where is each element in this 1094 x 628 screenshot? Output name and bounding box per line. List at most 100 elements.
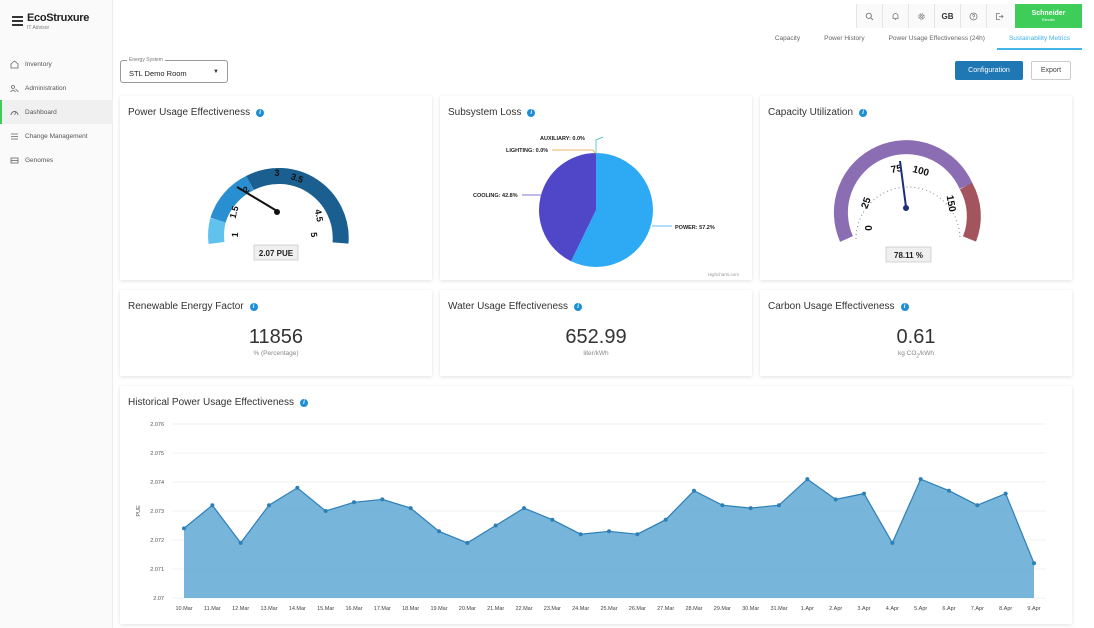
data-point[interactable]	[210, 503, 215, 508]
y-tick-label: 2.074	[150, 480, 164, 486]
card-title: Capacity Utilization	[768, 107, 854, 118]
logo[interactable]: EcoStruxure IT Advisor	[12, 12, 89, 31]
data-point[interactable]	[692, 488, 696, 493]
renewable-energy-value: 11856	[248, 326, 304, 348]
data-point[interactable]	[777, 503, 781, 508]
tab-pue-24h[interactable]: Power Usage Effectiveness (24h)	[888, 35, 985, 42]
x-tick-label: 4.Apr	[886, 606, 899, 612]
info-icon[interactable]: i	[527, 108, 536, 117]
data-point[interactable]	[890, 540, 895, 545]
x-tick-label: 28.Mar	[685, 606, 702, 612]
data-point[interactable]	[862, 491, 866, 496]
x-tick-label: 30.Mar	[742, 606, 759, 612]
data-point[interactable]	[1032, 561, 1036, 566]
logo-subtitle: IT Advisor	[27, 25, 50, 31]
water-usage-card: Water Usage Effectiveness i 652.99 liter/…	[440, 290, 752, 376]
data-point[interactable]	[380, 497, 385, 502]
pie-label-auxiliary: AUXILIARY: 0.0%	[540, 136, 585, 142]
data-point[interactable]	[947, 488, 951, 493]
gauge-tick-label: 5	[309, 232, 319, 238]
data-point[interactable]	[267, 503, 271, 508]
sidebar-item-change-management[interactable]: Change Management	[0, 124, 113, 148]
tab-power-history[interactable]: Power History	[824, 35, 865, 42]
x-tick-label: 20.Mar	[459, 606, 476, 612]
highcharts-credit[interactable]: Highcharts.com	[708, 272, 740, 277]
info-icon[interactable]: i	[249, 302, 258, 311]
data-point[interactable]	[833, 497, 838, 502]
data-point[interactable]	[437, 529, 441, 534]
x-tick-label: 24.Mar	[572, 606, 589, 612]
info-icon[interactable]: i	[300, 398, 308, 407]
data-point[interactable]	[635, 532, 640, 537]
partner-logo-subtext: Electric	[1041, 17, 1056, 22]
data-point[interactable]	[493, 523, 498, 528]
sidebar-item-genomes[interactable]: Genomes	[0, 148, 113, 172]
data-point[interactable]	[352, 500, 356, 505]
data-point[interactable]	[182, 526, 186, 531]
data-point[interactable]	[323, 509, 328, 513]
x-tick-label: 3.Apr	[857, 606, 870, 612]
user-initials-button[interactable]: GB	[934, 4, 960, 28]
x-tick-label: 11.Mar	[204, 606, 221, 612]
data-point[interactable]	[1003, 491, 1008, 496]
data-point[interactable]	[465, 540, 470, 545]
gauge-tick-label: 3	[274, 168, 279, 178]
settings-button[interactable]	[908, 4, 934, 28]
data-point[interactable]	[408, 506, 413, 511]
y-tick-label: 2.076	[150, 422, 164, 428]
partner-logo-text: Schneider	[1031, 10, 1066, 17]
x-tick-label: 21.Mar	[487, 606, 504, 612]
card-title: Historical Power Usage Effectiveness	[128, 397, 294, 408]
info-icon[interactable]: i	[574, 302, 583, 311]
data-point[interactable]	[578, 532, 583, 537]
x-tick-label: 18.Mar	[402, 606, 419, 612]
data-point[interactable]	[720, 503, 725, 508]
x-tick-label: 2.Apr	[829, 606, 842, 612]
tab-capacity[interactable]: Capacity	[774, 35, 801, 42]
sidebar-item-administration[interactable]: Administration	[0, 76, 113, 100]
energy-system-select[interactable]: Energy System STL Demo Room ▼	[120, 57, 228, 83]
pue-value-label: 2.07 PUE	[259, 249, 294, 258]
sidebar-item-inventory[interactable]: Inventory	[0, 52, 113, 76]
info-icon[interactable]: i	[256, 108, 265, 117]
sidebar-item-label: Administration	[25, 84, 67, 92]
hamburger-menu-icon[interactable]	[12, 16, 23, 28]
sidebar-item-dashboard[interactable]: Dashboard	[0, 100, 113, 124]
y-tick-label: 2.07	[153, 596, 164, 602]
data-point[interactable]	[918, 477, 923, 482]
data-point[interactable]	[238, 540, 243, 545]
logout-button[interactable]	[986, 4, 1012, 28]
data-point[interactable]	[295, 485, 300, 490]
capacity-gauge: 0 25 75 100 150 78.11 %	[833, 140, 981, 263]
gauge-band-high	[246, 167, 349, 244]
data-point[interactable]	[550, 517, 555, 522]
info-icon[interactable]: i	[859, 108, 868, 117]
x-tick-label: 7.Apr	[971, 606, 984, 612]
data-point[interactable]	[663, 517, 668, 522]
notifications-button[interactable]	[882, 4, 908, 28]
export-button[interactable]: Export	[1031, 61, 1071, 80]
tab-sustainability-metrics[interactable]: Sustainability Metrics	[996, 30, 1082, 50]
help-button[interactable]	[960, 4, 986, 28]
x-tick-label: 5.Apr	[914, 606, 927, 612]
carbon-usage-unit: kg CO2/kWh	[760, 350, 1072, 359]
configuration-button[interactable]: Configuration	[955, 61, 1023, 80]
pie-slice-power[interactable]	[571, 153, 653, 267]
gauge-needle	[899, 160, 909, 211]
data-point[interactable]	[607, 529, 611, 534]
search-button[interactable]	[856, 4, 882, 28]
data-point[interactable]	[975, 503, 980, 508]
data-point[interactable]	[522, 506, 526, 511]
gear-icon	[918, 12, 925, 20]
pie-label-cooling: COOLING: 42.8%	[473, 193, 518, 199]
sidebar-nav: Inventory Administration Dashboard Chang…	[0, 52, 113, 172]
gauge-tick-label: 100	[911, 164, 930, 179]
info-icon[interactable]: i	[900, 302, 909, 311]
energy-system-value: STL Demo Room	[129, 69, 187, 78]
data-point[interactable]	[748, 506, 753, 511]
pie-slice-cooling[interactable]	[539, 153, 596, 262]
historical-pue-card: Historical Power Usage Effectiveness i 2.…	[120, 386, 1072, 624]
x-tick-label: 29.Mar	[714, 606, 731, 612]
home-icon	[9, 59, 19, 69]
data-point[interactable]	[805, 477, 810, 482]
